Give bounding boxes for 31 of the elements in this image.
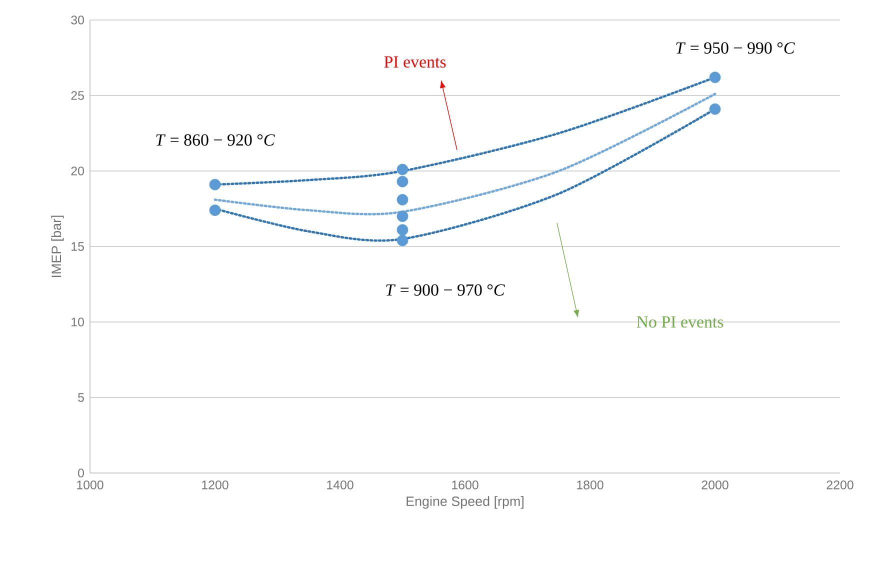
y-tick-label: 20	[71, 166, 84, 176]
x-axis-title: Engine Speed [rpm]	[406, 496, 524, 509]
point	[396, 176, 408, 188]
y-tick-label: 10	[72, 318, 84, 326]
point	[709, 72, 721, 84]
annotation: T = 950 − 990 °C	[676, 42, 795, 54]
point	[209, 178, 221, 190]
x-tick-label: 2000	[702, 480, 728, 490]
point	[396, 164, 408, 176]
annotation: T = 900 − 970 °C	[386, 284, 505, 296]
x-tick-label: 1200	[202, 480, 228, 490]
y-tick-label: 30	[71, 16, 84, 24]
x-tick-label: 2200	[826, 480, 854, 490]
point	[396, 224, 408, 236]
annotation: No PI events	[636, 316, 724, 328]
x-tick-label: 1600	[452, 480, 478, 490]
x-tick-label: 1800	[577, 480, 604, 490]
annotation: PI events	[384, 56, 446, 68]
point	[396, 210, 408, 222]
point	[396, 234, 408, 246]
y-axis-title: IMEP [bar]	[51, 216, 64, 278]
annotation: T = 860 − 920 °C	[156, 134, 275, 146]
x-tick-label: 1000	[77, 480, 104, 490]
y-tick-label: 25	[71, 91, 84, 100]
point	[709, 103, 721, 115]
point	[396, 194, 408, 206]
x-tick-label: 1400	[327, 480, 354, 490]
y-tick-label: 0	[78, 468, 84, 478]
y-tick-label: 15	[72, 242, 84, 251]
y-tick-label: 5	[78, 393, 84, 402]
point	[209, 204, 221, 216]
